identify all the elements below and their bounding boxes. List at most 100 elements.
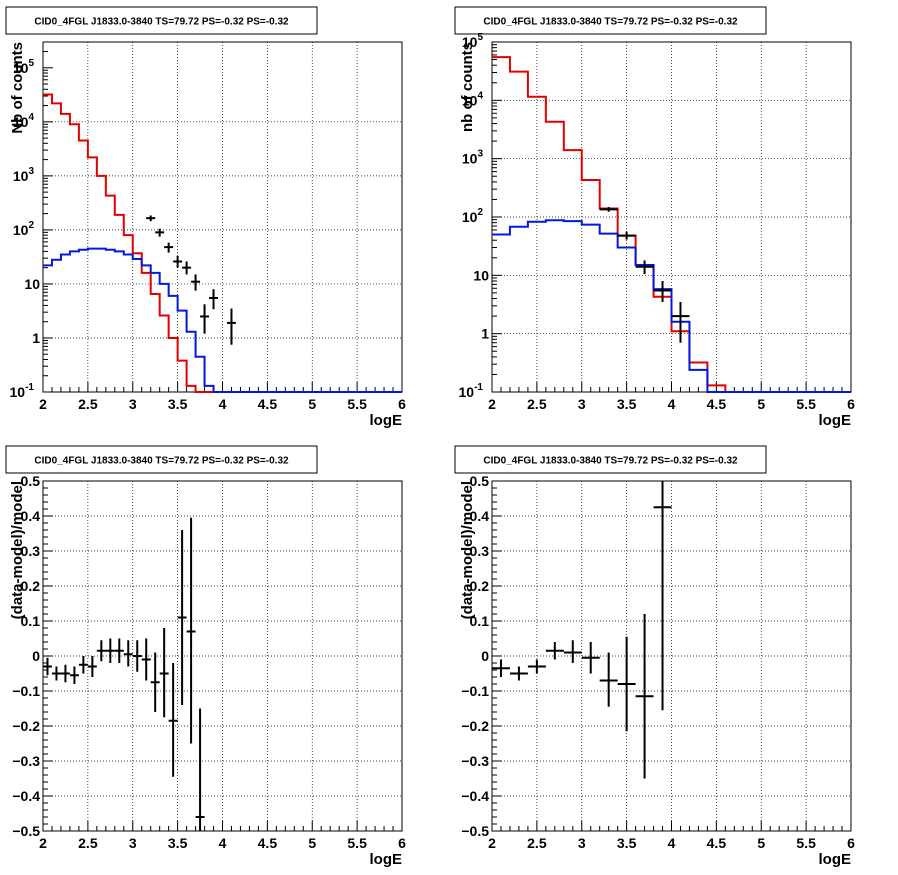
y-tick-label: −0.3	[461, 753, 489, 769]
x-tick-label: 2	[39, 835, 47, 851]
data-point	[635, 260, 654, 275]
chart-title: CID0_4FGL J1833.0-3840 TS=79.72 PS=-0.32…	[34, 456, 289, 467]
y-tick-label: 0.3	[21, 543, 41, 559]
grid-lines	[492, 481, 851, 831]
data-point	[226, 308, 236, 345]
x-axis-title: logE	[370, 851, 403, 868]
chart-title-box	[454, 6, 767, 35]
x-tick-label: 3.5	[168, 835, 188, 851]
x-tick-label: 3.5	[617, 396, 637, 412]
y-tick-label: 103	[13, 166, 35, 184]
x-tick-label: 4.5	[707, 396, 727, 412]
x-tick-label: 2.5	[78, 835, 98, 851]
x-tick-label: 6	[847, 835, 855, 851]
chart-panel-1: CID0_4FGL J1833.0-3840 TS=79.72 PS=-0.32…	[5, 6, 406, 429]
chart-panel-2: CID0_4FGL J1833.0-3840 TS=79.72 PS=-0.32…	[454, 6, 855, 429]
y-tick-label: 10-1	[459, 382, 484, 400]
x-tick-label: 4	[668, 396, 676, 412]
y-tick-label: 102	[13, 220, 35, 238]
x-tick-label: 5	[757, 835, 765, 851]
y-tick-label: 1	[481, 326, 489, 342]
chart-title: CID0_4FGL J1833.0-3840 TS=79.72 PS=-0.32…	[34, 17, 289, 28]
y-axis-title: (data-model)/model	[459, 481, 476, 619]
data-point	[200, 304, 210, 334]
y-tick-label: −0.4	[461, 788, 489, 804]
y-tick-label: 0.4	[21, 508, 41, 524]
chart-panel-3: CID0_4FGL J1833.0-3840 TS=79.72 PS=-0.32…	[5, 445, 406, 868]
data-point	[209, 289, 219, 310]
data-point	[155, 228, 165, 237]
y-tick-label: 0.2	[470, 578, 490, 594]
data-point	[527, 659, 546, 674]
data-point	[545, 642, 564, 660]
component-histogram	[43, 247, 402, 393]
y-tick-label: 0.1	[21, 613, 41, 629]
x-tick-label: 2.5	[78, 396, 98, 412]
data-points	[43, 517, 205, 831]
x-tick-label: 4	[219, 396, 227, 412]
data-point	[653, 280, 672, 302]
x-tick-label: 3	[578, 396, 586, 412]
y-tick-label: 10-1	[10, 382, 35, 400]
data-point	[164, 242, 174, 253]
data-point	[69, 666, 79, 684]
x-tick-label: 5.5	[347, 835, 367, 851]
y-tick-label: −0.2	[12, 718, 40, 734]
data-point	[87, 656, 97, 677]
x-tick-label: 2	[39, 396, 47, 412]
x-tick-label: 3.5	[168, 396, 188, 412]
grid-lines	[43, 481, 402, 831]
x-tick-label: 2	[488, 835, 496, 851]
x-tick-label: 6	[847, 396, 855, 412]
y-tick-label: 0.3	[470, 543, 490, 559]
chart-title: CID0_4FGL J1833.0-3840 TS=79.72 PS=-0.32…	[483, 456, 738, 467]
data-point	[141, 638, 151, 681]
grid-lines	[492, 42, 851, 392]
x-axis-title: logE	[819, 851, 852, 868]
data-point	[150, 652, 160, 712]
x-tick-label: 4	[219, 835, 227, 851]
grid-lines	[43, 42, 402, 392]
x-tick-label: 2.5	[527, 396, 547, 412]
component-histogram	[492, 219, 851, 393]
data-point	[599, 207, 618, 212]
data-point	[173, 255, 183, 268]
y-tick-label: −0.1	[12, 683, 40, 699]
y-tick-label: 0.1	[470, 613, 490, 629]
data-point	[159, 628, 169, 718]
data-point	[509, 666, 528, 681]
data-point	[653, 481, 672, 711]
data-point	[492, 659, 510, 677]
data-point	[191, 274, 201, 291]
x-tick-label: 3	[129, 835, 137, 851]
y-tick-label: 0	[481, 648, 489, 664]
y-tick-label: 0	[32, 648, 40, 664]
data-point	[60, 664, 70, 683]
x-tick-label: 5.5	[796, 396, 816, 412]
data-point	[182, 261, 192, 275]
data-point	[177, 530, 187, 705]
x-axis-title: logE	[370, 412, 403, 429]
x-tick-label: 3	[129, 396, 137, 412]
x-tick-label: 5.5	[347, 396, 367, 412]
data-point	[78, 656, 88, 674]
y-tick-label: −0.3	[12, 753, 40, 769]
x-tick-label: 4	[668, 835, 676, 851]
y-axis-title: (data-model)/model	[9, 481, 26, 619]
data-point	[168, 663, 178, 777]
x-tick-label: 3.5	[617, 835, 637, 851]
data-point	[563, 640, 582, 663]
x-tick-label: 2	[488, 396, 496, 412]
data-point	[581, 642, 600, 674]
y-tick-label: 1	[32, 330, 40, 346]
data-point	[671, 301, 690, 343]
y-tick-label: −0.2	[461, 718, 489, 734]
chart-panel-4: CID0_4FGL J1833.0-3840 TS=79.72 PS=-0.32…	[454, 445, 855, 868]
y-tick-label: 105	[13, 58, 35, 76]
y-tick-label: 0.5	[470, 473, 490, 489]
data-point	[617, 636, 636, 732]
y-tick-label: 104	[13, 112, 35, 130]
y-tick-label: 10	[24, 276, 40, 292]
y-tick-label: 103	[462, 149, 484, 167]
x-axis-title: logE	[819, 412, 852, 429]
